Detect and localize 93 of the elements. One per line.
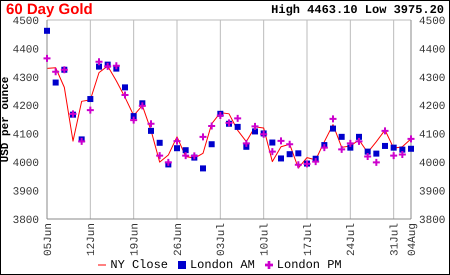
text: High 4463.10 Low 3975.20 (271, 3, 444, 17)
x-tick-label: 12Jun (86, 223, 98, 256)
x-tick-label: 19Jun (129, 223, 142, 256)
point (208, 141, 215, 148)
point (268, 148, 276, 156)
point (138, 102, 146, 110)
point (390, 144, 397, 151)
point (242, 140, 250, 147)
point (208, 122, 216, 130)
x-tick-label: 31Jul (389, 223, 402, 256)
y-tick-label: 3800 (12, 214, 39, 227)
x-tick-label: 05Jun (42, 223, 55, 256)
y2-tick-label: 4500 (419, 16, 446, 28)
y-tick-label: 4000 (12, 158, 39, 170)
point (364, 148, 371, 155)
point (364, 152, 372, 160)
point (346, 140, 354, 147)
point (408, 135, 414, 142)
legend-label: London PM (276, 258, 342, 272)
point (200, 165, 206, 172)
y-tick-label: 4500 (12, 16, 39, 28)
y-tick-label: 4200 (12, 101, 39, 114)
point (278, 137, 284, 144)
point (112, 62, 120, 70)
y2-tick-label: 4300 (419, 72, 446, 85)
x-tick-label: 03Jul (216, 223, 228, 256)
point (86, 106, 94, 114)
legend-label: London AM (190, 258, 255, 272)
point (286, 151, 293, 158)
point (408, 146, 414, 152)
point (294, 161, 302, 168)
point (373, 150, 380, 157)
point (330, 126, 336, 132)
point (52, 68, 60, 76)
y2-tick-label: 3800 (419, 214, 446, 227)
point (182, 147, 189, 154)
point (234, 124, 241, 130)
point (372, 158, 380, 166)
x-tick-label: 04Aug (406, 223, 419, 256)
point (174, 138, 180, 145)
y2-tick-label: 4400 (419, 44, 446, 56)
point (164, 158, 172, 166)
point (174, 145, 180, 152)
point (278, 155, 284, 162)
point (252, 128, 258, 134)
point (320, 144, 328, 152)
point (148, 128, 154, 134)
chart-title: 60 Day Gold (6, 1, 93, 18)
point (399, 146, 406, 153)
y-axis-title: USD per ounce (0, 76, 12, 162)
y2-tick-label: 4000 (419, 158, 446, 170)
point (44, 28, 50, 34)
point (216, 112, 224, 120)
legend-label: NY Close (110, 258, 168, 272)
x-tick-label: 24Jul (346, 223, 358, 256)
point (330, 115, 336, 122)
point (269, 140, 276, 146)
x-tick-label: 26Jun (172, 223, 185, 256)
point (252, 122, 258, 130)
x-tick-label: 10Jul (259, 223, 272, 256)
point (78, 138, 86, 145)
point (148, 120, 154, 128)
point (190, 152, 198, 160)
y2-tick-label: 4200 (419, 101, 446, 114)
point (122, 84, 128, 90)
point (44, 54, 50, 62)
y-tick-label: 4100 (12, 130, 39, 142)
point (382, 142, 388, 149)
point (295, 150, 302, 156)
point (156, 140, 163, 146)
point (156, 152, 164, 160)
point (338, 134, 345, 140)
point (234, 114, 242, 122)
point (382, 127, 388, 134)
y2-tick-label: 4100 (419, 130, 446, 142)
point (200, 133, 206, 140)
point (52, 80, 59, 86)
point (182, 152, 190, 160)
y-tick-label: 4400 (12, 44, 39, 56)
point (122, 92, 128, 99)
y-tick-label: 3900 (12, 186, 39, 198)
point (96, 58, 102, 66)
point (338, 146, 346, 153)
y-tick-label: 4300 (12, 72, 39, 85)
point (398, 150, 406, 158)
point (130, 116, 138, 124)
point (87, 96, 94, 102)
point (312, 158, 320, 166)
y2-tick-label: 3900 (419, 186, 446, 198)
point (286, 140, 294, 148)
point (390, 152, 398, 160)
x-tick-label: 17Jul (302, 223, 315, 256)
point (356, 138, 362, 145)
